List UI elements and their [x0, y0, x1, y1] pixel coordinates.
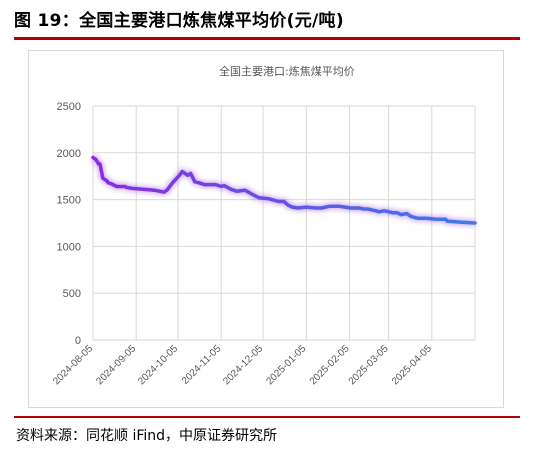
data-point — [434, 218, 437, 221]
data-point — [142, 188, 145, 191]
data-point — [377, 210, 380, 213]
data-point — [98, 162, 101, 165]
y-tick-label: 1000 — [57, 241, 81, 253]
data-point — [186, 174, 189, 177]
title-underline — [14, 37, 520, 40]
data-point — [328, 205, 331, 208]
data-point — [209, 183, 212, 186]
chart-frame: 0 500 1000 1500 2000 2500 2024-08-05 2024-09-0… — [28, 50, 504, 408]
x-tick-label: 2025-01-05 — [264, 343, 308, 387]
data-point — [291, 206, 294, 209]
data-point — [416, 217, 419, 220]
data-point — [391, 211, 394, 214]
legend-label: 全国主要港口:炼焦煤平均价 — [219, 64, 355, 78]
footer-rule — [14, 416, 520, 418]
data-point — [366, 207, 369, 210]
data-point — [163, 191, 166, 194]
figure-title: 图 19：全国主要港口炼焦煤平均价(元/吨) — [14, 11, 344, 31]
data-point — [409, 215, 412, 218]
data-point — [287, 204, 290, 207]
data-point — [320, 206, 323, 209]
series-layer — [91, 154, 477, 227]
data-point — [383, 209, 386, 212]
chart-legend: 全国主要港口:炼焦煤平均价 — [175, 64, 355, 78]
y-tick-label: 500 — [63, 288, 81, 300]
data-point — [94, 158, 97, 161]
series-line — [91, 155, 477, 225]
data-point — [374, 209, 377, 212]
data-point — [243, 189, 246, 192]
y-tick-label: 2500 — [57, 101, 81, 113]
data-point — [324, 206, 327, 209]
data-point — [107, 181, 110, 184]
data-point — [362, 207, 365, 210]
data-point — [130, 187, 133, 190]
data-point — [125, 186, 128, 189]
data-point — [349, 206, 352, 209]
data-point — [153, 189, 156, 192]
data-point — [387, 210, 390, 213]
data-point — [267, 197, 270, 200]
x-tick-label: 2024-08-05 — [51, 343, 95, 387]
data-point — [110, 182, 113, 185]
y-tick-label: 2000 — [57, 148, 81, 160]
data-point — [214, 183, 217, 186]
data-point — [115, 185, 118, 188]
data-point — [337, 205, 340, 208]
data-point — [229, 188, 232, 191]
y-tick-label: 0 — [75, 335, 81, 347]
data-point — [305, 206, 308, 209]
x-tick-label: 2025-02-05 — [308, 343, 352, 387]
data-point — [220, 185, 223, 188]
data-point — [235, 190, 238, 193]
data-point — [425, 217, 428, 220]
data-point — [315, 206, 318, 209]
x-tick-label: 2024-12-05 — [221, 343, 265, 387]
data-point — [203, 183, 206, 186]
line-chart: 0 500 1000 1500 2000 2500 2024-08-05 2024-09-0… — [51, 64, 477, 387]
data-point — [197, 181, 200, 184]
data-point — [193, 180, 196, 183]
data-point — [91, 156, 94, 159]
data-point — [178, 174, 181, 177]
data-point — [473, 221, 476, 224]
x-tick-label: 2024-11-05 — [180, 343, 224, 387]
y-tick-label: 1500 — [57, 195, 81, 207]
x-tick-label: 2024-10-05 — [136, 343, 180, 387]
data-point — [223, 184, 226, 187]
x-tick-label: 2025-04-05 — [390, 343, 434, 387]
data-point — [405, 212, 408, 215]
data-point — [446, 220, 449, 223]
data-point — [189, 172, 192, 175]
data-point — [358, 206, 361, 209]
y-axis-ticks: 0 500 1000 1500 2000 2500 — [57, 101, 81, 347]
x-tick-label: 2024-09-05 — [94, 343, 138, 387]
x-tick-label: 2025-03-05 — [347, 343, 391, 387]
data-point — [257, 196, 260, 199]
data-point — [101, 177, 104, 180]
data-point — [181, 170, 184, 173]
grid-lines — [92, 105, 476, 341]
data-point — [395, 211, 398, 214]
data-point — [458, 221, 461, 224]
data-point — [282, 200, 285, 203]
data-point — [400, 213, 403, 216]
data-point — [296, 206, 299, 209]
source-note: 资料来源：同花顺 iFind，中原证券研究所 — [16, 428, 278, 444]
data-point — [277, 200, 280, 203]
data-point — [165, 189, 168, 192]
data-point — [171, 181, 174, 184]
data-point — [252, 193, 255, 196]
